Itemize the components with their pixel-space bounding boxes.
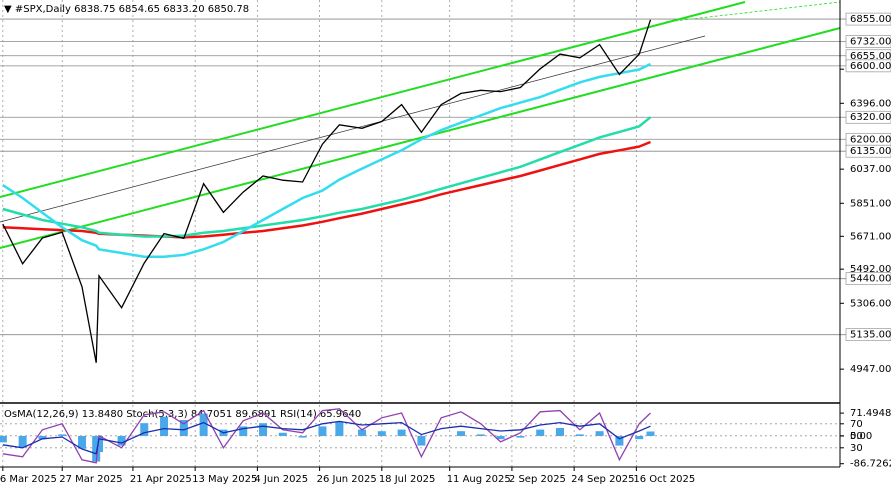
y-tick-label: 6037.00 bbox=[850, 164, 891, 175]
osma-bar bbox=[397, 429, 406, 436]
x-tick-label: 18 Jul 2025 bbox=[379, 474, 436, 485]
x-tick-label: 13 May 2025 bbox=[192, 474, 257, 485]
osma-bar bbox=[58, 434, 67, 436]
x-tick-label: 24 Sep 2025 bbox=[571, 474, 634, 485]
osma-bar bbox=[646, 431, 655, 436]
x-tick-label: 27 Mar 2025 bbox=[59, 474, 122, 485]
y-tick-label: 30 bbox=[850, 443, 863, 454]
channel-extension bbox=[664, 1, 841, 23]
level-label-box bbox=[845, 59, 891, 73]
osma-bar bbox=[259, 423, 268, 436]
osma-bar bbox=[556, 427, 564, 436]
level-label: 5440.00 bbox=[850, 274, 891, 285]
indicator-title: OsMA(12,26,9) 13.8480 Stoch(5,3,3) 84.70… bbox=[4, 409, 361, 420]
level-label-box bbox=[845, 110, 891, 124]
level-label-box bbox=[845, 144, 891, 158]
osma-bar bbox=[417, 435, 426, 446]
y-tick-label: 5306.00 bbox=[850, 298, 891, 309]
series-line bbox=[2, 62, 652, 258]
level-label: 6200.00 bbox=[850, 134, 891, 145]
osma-bar bbox=[318, 426, 327, 436]
osma-bar bbox=[635, 435, 644, 440]
osma-bar bbox=[199, 413, 208, 436]
osma-bar bbox=[516, 435, 525, 438]
level-label: 6855.00 bbox=[850, 14, 891, 25]
x-tick-label: 16 Oct 2025 bbox=[633, 474, 695, 485]
level-label-box bbox=[845, 35, 891, 48]
osma-bar bbox=[476, 434, 485, 436]
y2-tick-label: 0.00 bbox=[850, 431, 872, 442]
level-label: 6655.00 bbox=[850, 51, 891, 62]
x-tick-label: 6 Mar 2025 bbox=[0, 474, 57, 485]
grid-layer bbox=[0, 0, 891, 467]
x-tick-label: 4 Jun 2025 bbox=[254, 474, 308, 485]
level-label: 6732.00 bbox=[850, 37, 891, 48]
osma-bar bbox=[94, 435, 103, 452]
osma-bar bbox=[595, 431, 604, 436]
osma-bar bbox=[18, 435, 27, 448]
osma-bar bbox=[575, 434, 584, 436]
level-label-box bbox=[845, 272, 891, 286]
y-tick-label: 6396.00 bbox=[850, 98, 891, 109]
level-label: 6135.00 bbox=[850, 146, 891, 157]
osma-bar bbox=[140, 423, 149, 436]
series-line bbox=[2, 19, 652, 363]
level-label-box bbox=[845, 12, 891, 26]
series-line bbox=[2, 420, 651, 455]
osma-bar bbox=[0, 435, 7, 443]
channel-lines bbox=[0, 1, 841, 249]
channel-upper bbox=[0, 1, 746, 198]
y-tick-label: 5851.00 bbox=[850, 198, 891, 209]
level-label-box bbox=[845, 328, 891, 341]
osma-bar bbox=[160, 416, 169, 436]
osma-bar bbox=[239, 426, 248, 436]
osma-bar bbox=[496, 435, 505, 440]
osma-bar bbox=[335, 421, 344, 436]
osma-bar bbox=[536, 429, 545, 436]
osma-bar bbox=[117, 435, 126, 446]
osma-bar bbox=[179, 419, 188, 436]
osma-bar bbox=[38, 435, 47, 440]
y-tick-label: 5671.00 bbox=[850, 231, 891, 242]
x-tick-label: 2 Sep 2025 bbox=[509, 474, 566, 485]
x-tick-label: 11 Aug 2025 bbox=[447, 474, 511, 485]
osma-bar bbox=[615, 435, 624, 446]
y-tick-label: 70 bbox=[850, 419, 863, 430]
x-tick-label: 26 Jun 2025 bbox=[317, 474, 377, 485]
x-tick-label: 21 Apr 2025 bbox=[130, 474, 192, 485]
osma-bar bbox=[298, 435, 307, 438]
channel-lower bbox=[0, 27, 841, 249]
level-label: 5135.00 bbox=[850, 330, 891, 341]
channel-middle bbox=[0, 35, 706, 223]
y2-tick-label: 71.4948 bbox=[850, 408, 891, 419]
y-tick-label: 5492.00 bbox=[850, 264, 891, 275]
osma-bar bbox=[278, 432, 287, 436]
series-line bbox=[2, 116, 652, 238]
level-label: 6600.00 bbox=[850, 61, 891, 72]
chart-title: ▼ #SPX,Daily 6838.75 6854.65 6833.20 685… bbox=[4, 4, 249, 15]
level-label: 6320.00 bbox=[850, 112, 891, 123]
y2-tick-label: -86.7262 bbox=[850, 459, 891, 470]
y-tick-label: 50 bbox=[850, 431, 863, 442]
osma-bar bbox=[377, 431, 386, 436]
y-tick-label: 4947.00 bbox=[850, 364, 891, 375]
osma-bar bbox=[78, 435, 87, 449]
osma-bar bbox=[457, 431, 466, 436]
osma-bar bbox=[358, 429, 367, 436]
